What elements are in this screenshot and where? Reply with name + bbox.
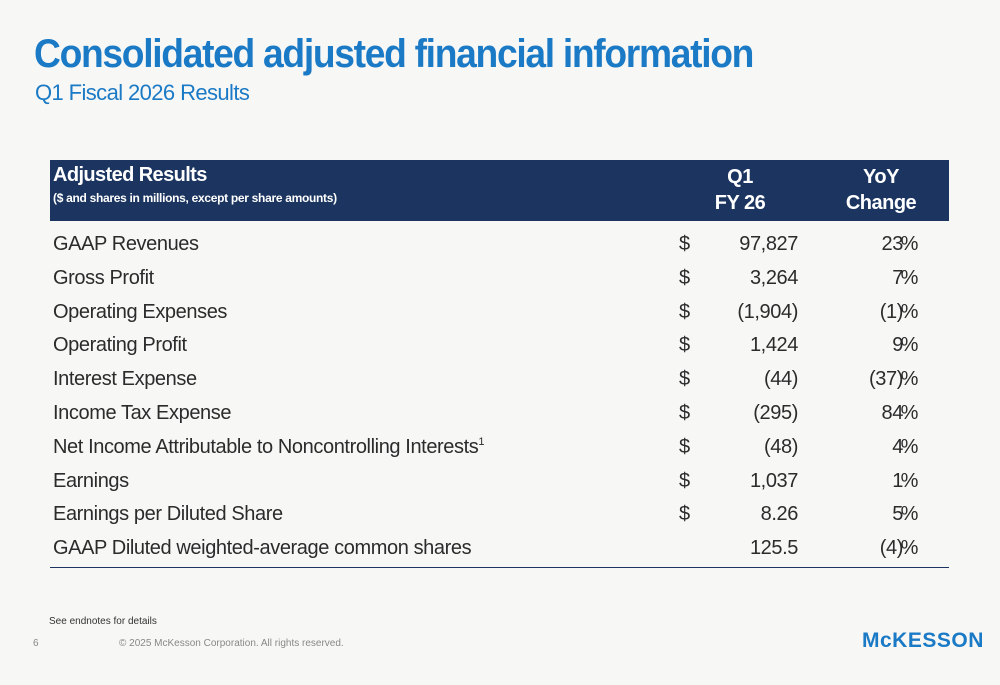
row-label: Gross Profit xyxy=(53,266,154,289)
table-row: Operating Profit $1,424 9% xyxy=(50,330,949,364)
row-currency: $ xyxy=(679,503,690,526)
row-currency: $ xyxy=(679,300,690,323)
row-value: (48) xyxy=(764,435,798,458)
table-header: Adjusted Results ($ and shares in millio… xyxy=(50,160,949,221)
row-change-unit: % xyxy=(900,233,919,255)
row-change-unit: % xyxy=(900,266,919,289)
table-row: Interest Expense $ (44) (37)% xyxy=(50,364,949,398)
table-row: Earnings per Diluted Share $8.26 5% xyxy=(50,499,949,533)
column-header-yoy: YoY Change xyxy=(845,166,917,214)
column-header-q1: Q1 FY 26 xyxy=(714,166,766,214)
row-label: GAAP Diluted weighted-average common sha… xyxy=(53,537,472,560)
footnote-marker: 1 xyxy=(478,435,485,448)
row-label: Interest Expense xyxy=(53,368,197,391)
row-change: (4) xyxy=(879,537,904,560)
mckesson-logo: McKESSON xyxy=(862,629,984,652)
row-label: Operating Profit xyxy=(53,334,187,357)
page-title: Consolidated adjusted financial informat… xyxy=(34,32,754,76)
row-currency: $ xyxy=(679,266,690,289)
table-row: Income Tax Expense $ (295) 84% xyxy=(50,398,949,432)
results-table: Adjusted Results ($ and shares in millio… xyxy=(50,160,949,568)
row-change: (1) xyxy=(879,300,904,323)
table-row: Net Income Attributable to Noncontrollin… xyxy=(50,432,949,466)
row-value: (1,904) xyxy=(737,300,798,323)
row-change-unit: % xyxy=(900,368,919,391)
row-label: Operating Expenses xyxy=(53,300,228,323)
row-currency: $ xyxy=(679,233,690,255)
row-change-unit: % xyxy=(900,537,919,560)
table-header-title: Adjusted Results xyxy=(53,164,207,186)
row-change: 1 xyxy=(892,469,903,492)
row-change: 4 xyxy=(892,435,903,458)
table-body: GAAP Revenues $97,827 23% Gross Profit $3,26… xyxy=(50,221,949,568)
page-subtitle: Q1 Fiscal 2026 Results xyxy=(35,80,250,105)
row-value: 1,424 xyxy=(749,334,798,357)
row-change: 23 xyxy=(881,233,904,255)
row-change: (37) xyxy=(869,368,903,391)
row-change: 84 xyxy=(881,401,904,424)
row-value: (44) xyxy=(764,368,798,391)
row-change-unit: % xyxy=(900,300,919,323)
row-change: 7 xyxy=(892,266,903,289)
row-label: Net Income Attributable to Noncontrollin… xyxy=(53,435,485,458)
row-change: 5 xyxy=(892,503,903,526)
row-value: 125.5 xyxy=(749,537,798,560)
row-currency: $ xyxy=(679,368,690,391)
row-value: 3,264 xyxy=(749,266,798,289)
row-change: 9 xyxy=(892,334,903,357)
row-change-unit: % xyxy=(900,469,919,492)
row-label: Earnings per Diluted Share xyxy=(53,503,283,526)
table-row: GAAP Revenues $97,827 23% xyxy=(50,229,949,263)
row-label: GAAP Revenues xyxy=(53,233,199,255)
table-row: Earnings $1,037 1% xyxy=(50,466,949,500)
row-value: 1,037 xyxy=(749,469,798,492)
endnote: See endnotes for details xyxy=(49,616,157,627)
table-row: GAAP Diluted weighted-average common sha… xyxy=(50,533,949,568)
table-row: Gross Profit $3,264 7% xyxy=(50,263,949,297)
table-header-subtitle: ($ and shares in millions, except per sh… xyxy=(53,191,337,205)
row-currency: $ xyxy=(679,401,690,424)
copyright: © 2025 McKesson Corporation. All rights … xyxy=(119,638,344,649)
row-currency: $ xyxy=(679,435,690,458)
table-row: Operating Expenses $ (1,904) (1)% xyxy=(50,297,949,331)
page-number: 6 xyxy=(33,638,39,649)
row-currency: $ xyxy=(679,469,690,492)
row-label: Earnings xyxy=(53,469,129,492)
row-value: (295) xyxy=(753,401,798,424)
row-change-unit: % xyxy=(900,401,919,424)
row-change-unit: % xyxy=(900,334,919,357)
row-label: Income Tax Expense xyxy=(53,401,232,424)
row-currency: $ xyxy=(679,334,690,357)
row-value: 97,827 xyxy=(739,233,798,255)
row-change-unit: % xyxy=(900,435,919,458)
row-value: 8.26 xyxy=(760,503,799,526)
row-change-unit: % xyxy=(900,503,919,526)
